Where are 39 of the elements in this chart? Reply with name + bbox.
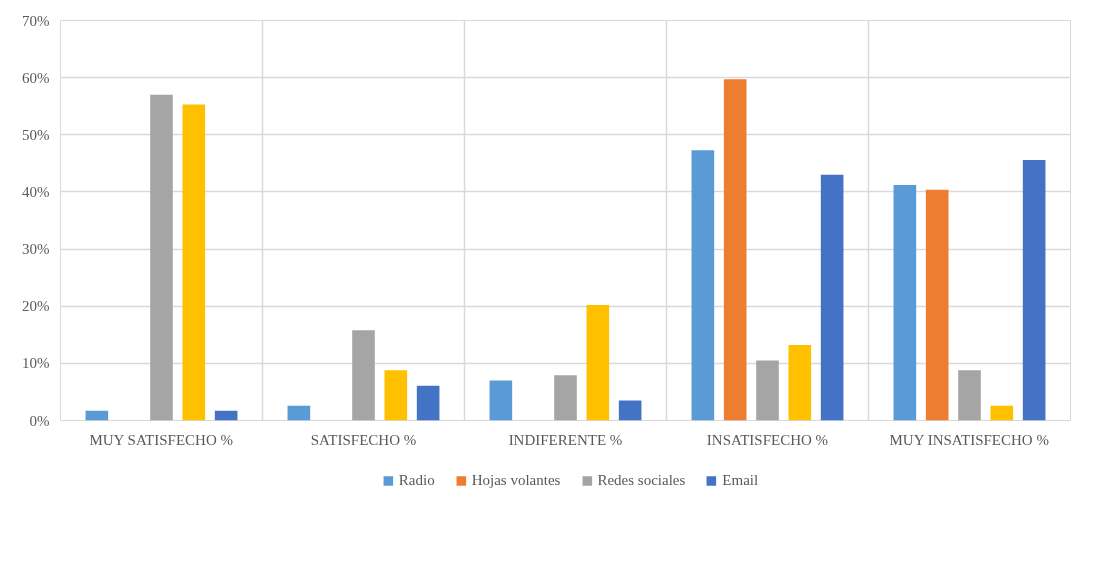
bar [691,150,715,421]
bar [618,400,642,421]
x-tick-label: INSATISFECHO % [706,431,829,448]
bar [925,189,949,421]
y-tick-label: 40% [22,183,50,200]
legend-label: Redes sociales [597,471,686,489]
y-tick-label: 70% [22,12,50,29]
bar [958,370,981,421]
bar [788,345,812,421]
bar [384,370,408,421]
x-tick-label: INDIFERENTE % [508,431,623,448]
bar [820,174,844,421]
bar [352,330,375,421]
bar [150,94,173,421]
bar [1022,159,1046,421]
bar [214,410,238,421]
bar [990,405,1014,421]
bar [756,360,779,421]
bar [416,385,440,421]
bar [85,410,109,421]
y-tick-label: 60% [22,69,50,86]
y-tick-label: 0% [29,412,50,429]
bar [489,380,513,421]
bar [586,305,610,421]
x-tick-label: MUY SATISFECHO % [89,431,234,448]
bar [554,375,577,421]
legend-label: Radio [398,471,435,489]
bar [182,104,206,421]
bar [723,79,747,421]
x-tick-label: SATISFECHO % [310,431,417,448]
x-tick-label: MUY INSATISFECHO % [889,431,1049,448]
bar [287,405,311,421]
bar [893,185,917,421]
legend-label: Hojas volantes [471,471,561,489]
y-tick-label: 20% [22,298,50,315]
y-tick-label: 50% [22,126,50,143]
y-tick-label: 10% [22,355,50,372]
y-tick-label: 30% [22,241,50,258]
legend-label: Email [722,471,759,489]
